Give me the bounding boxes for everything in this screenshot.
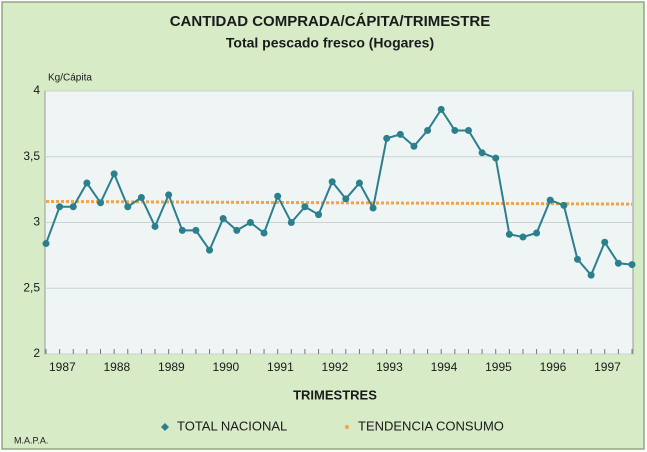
data-point <box>628 261 636 269</box>
data-point <box>478 149 486 157</box>
data-point <box>410 142 418 150</box>
data-point <box>383 134 391 142</box>
x-tick-label: 1993 <box>376 360 403 374</box>
data-point <box>573 255 581 263</box>
data-point <box>505 230 513 238</box>
data-point <box>124 203 132 211</box>
data-point <box>110 170 118 178</box>
data-point <box>260 229 268 237</box>
data-point <box>315 211 323 219</box>
data-point <box>287 219 295 226</box>
data-point <box>519 233 527 241</box>
source: M.A.P.A. <box>14 435 48 445</box>
data-point <box>178 226 186 234</box>
data-point <box>192 226 200 234</box>
y-axis-label: Kg/Cápita <box>48 73 92 84</box>
data-point <box>492 154 500 162</box>
data-point <box>97 199 105 207</box>
data-point <box>69 203 77 211</box>
data-point <box>151 222 159 230</box>
data-point <box>301 203 309 211</box>
data-point <box>614 259 622 267</box>
x-axis-label: TRIMESTRES <box>293 387 377 402</box>
data-point <box>437 105 445 113</box>
data-point <box>451 126 459 134</box>
data-point <box>560 201 568 209</box>
legend-marker <box>345 425 349 429</box>
data-point <box>396 130 404 138</box>
x-tick-label: 1997 <box>594 360 621 374</box>
data-point <box>83 179 91 187</box>
legend-label: TENDENCIA CONSUMO <box>358 418 504 433</box>
x-tick-label: 1990 <box>213 360 240 374</box>
x-tick-label: 1992 <box>322 360 349 374</box>
data-point <box>601 238 609 246</box>
data-point <box>137 194 145 202</box>
x-tick-label: 1996 <box>540 360 567 374</box>
x-tick-label: 1991 <box>267 360 294 374</box>
data-point <box>369 204 377 212</box>
x-tick-label: 1995 <box>485 360 512 374</box>
data-point <box>246 219 254 226</box>
chart-title: CANTIDAD COMPRADA/CÁPITA/TRIMESTRE <box>170 13 491 30</box>
data-point <box>42 240 50 248</box>
data-point <box>587 271 595 279</box>
data-point <box>328 178 336 186</box>
data-point <box>219 215 227 223</box>
data-point <box>274 192 282 200</box>
data-point <box>206 246 214 254</box>
data-point <box>464 126 472 134</box>
x-tick-label: 1988 <box>104 360 131 374</box>
data-point <box>424 126 432 134</box>
x-tick-label: 1994 <box>431 360 458 374</box>
data-point <box>56 203 64 211</box>
x-tick-label: 1987 <box>49 360 76 374</box>
legend-marker <box>161 423 169 431</box>
data-point <box>533 229 541 237</box>
data-point <box>233 226 241 234</box>
data-point <box>165 191 173 199</box>
y-tick-label: 3 <box>33 215 40 229</box>
data-point <box>355 179 363 187</box>
y-tick-label: 2 <box>33 346 40 360</box>
legend-label: TOTAL NACIONAL <box>177 418 287 433</box>
y-tick-label: 3,5 <box>23 149 40 163</box>
x-tick-label: 1989 <box>158 360 185 374</box>
data-point <box>546 196 554 204</box>
chart-subtitle: Total pescado fresco (Hogares) <box>226 35 434 51</box>
y-tick-label: 4 <box>33 83 40 97</box>
data-point <box>342 195 350 203</box>
y-tick-label: 2,5 <box>23 280 40 294</box>
